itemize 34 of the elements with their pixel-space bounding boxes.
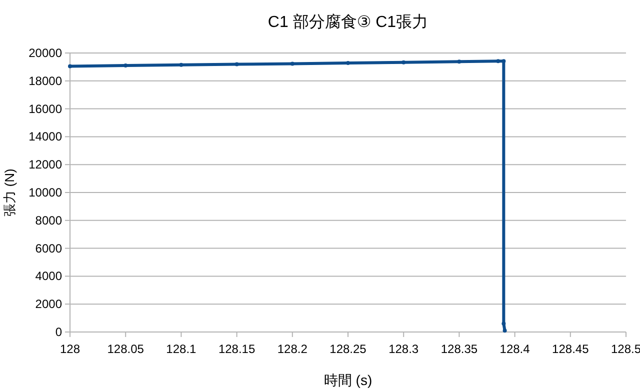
y-tick-label: 18000 xyxy=(28,74,62,88)
point xyxy=(502,322,506,326)
x-axis-title: 時間 (s) xyxy=(324,372,372,388)
x-tick-label: 128.25 xyxy=(330,342,367,356)
chart-title: C1 部分腐食③ C1張力 xyxy=(268,13,428,31)
point xyxy=(502,59,506,64)
x-tick-label: 128.15 xyxy=(218,342,256,356)
point xyxy=(402,60,406,64)
x-tick-label: 128.1 xyxy=(166,342,197,356)
point xyxy=(234,62,239,66)
y-axis-title: 張力 (N) xyxy=(2,168,17,216)
x-tick-label: 128.45 xyxy=(552,342,590,356)
x-tick-label: 128.3 xyxy=(388,342,419,356)
y-tick-label: 6000 xyxy=(35,241,62,256)
point xyxy=(179,62,184,67)
y-tick-label: 8000 xyxy=(35,213,62,228)
x-tick-label: 128 xyxy=(60,342,80,356)
y-tick-label: 0 xyxy=(55,325,62,339)
y-tick-label: 14000 xyxy=(28,130,62,144)
point xyxy=(502,328,507,333)
point xyxy=(68,64,72,68)
point xyxy=(290,62,294,66)
y-tick-label: 10000 xyxy=(28,186,62,200)
y-tick-label: 4000 xyxy=(35,269,62,284)
x-tick-label: 128.35 xyxy=(440,342,478,356)
point xyxy=(457,60,462,64)
x-tick-label: 128.4 xyxy=(500,342,530,356)
x-tick-label: 128.2 xyxy=(277,342,308,356)
point xyxy=(496,59,500,64)
y-tick-label: 16000 xyxy=(28,102,62,116)
y-tick-label: 2000 xyxy=(35,297,62,312)
y-tick-label: 20000 xyxy=(28,46,62,60)
x-tick-label: 128.05 xyxy=(107,342,144,356)
y-tick-label: 12000 xyxy=(28,158,62,172)
